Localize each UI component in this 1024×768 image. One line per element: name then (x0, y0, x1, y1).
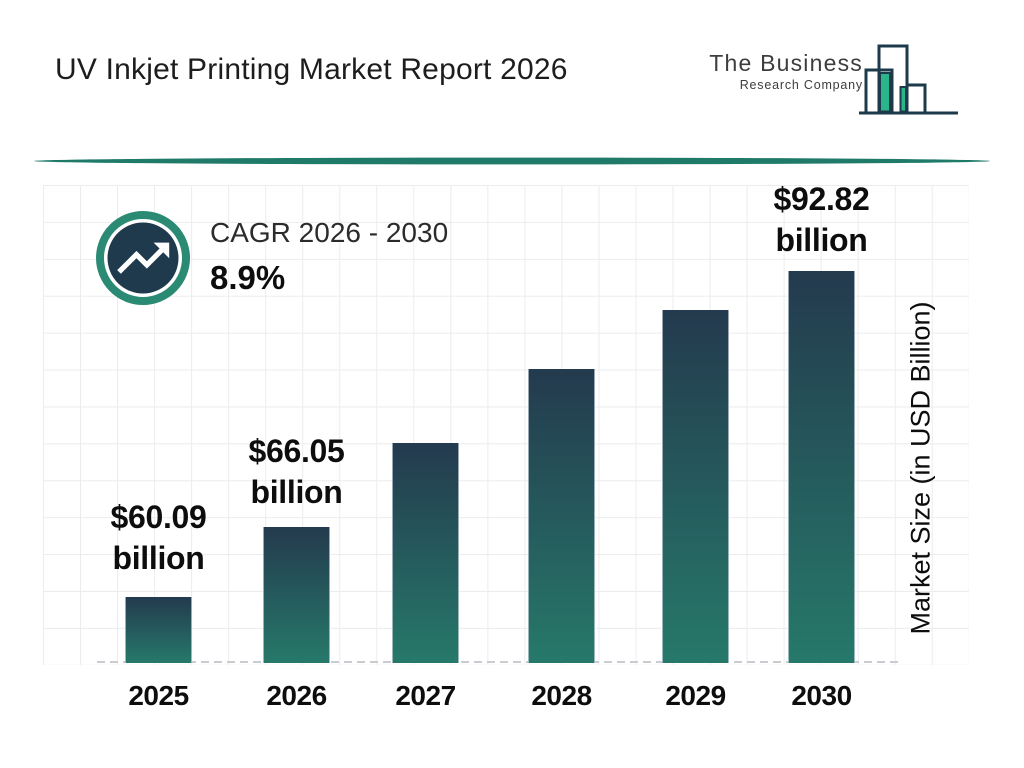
bar-2028 (528, 369, 595, 663)
bar-chart-logo-icon (859, 44, 958, 115)
logo-subtitle: Research Company (739, 78, 863, 92)
y-axis-title: Market Size (in USD Billion) (905, 301, 936, 635)
logo-name: The Business (709, 50, 863, 76)
company-logo-text: The Business Research Company (709, 50, 863, 92)
cagr-period-label: CAGR 2026 - 2030 (210, 217, 449, 248)
bar-value-label-2030: $92.82 billion (773, 181, 870, 258)
bar-2025 (125, 597, 192, 663)
bar-2029 (662, 310, 729, 663)
trending-up-icon (96, 211, 190, 305)
bar-value-label-2025: $60.09 billion (110, 499, 207, 576)
bar-2026 (263, 527, 330, 663)
x-axis-label-2029: 2029 (665, 680, 726, 711)
x-axis-label-2025: 2025 (128, 680, 189, 711)
x-axis-label-2028: 2028 (531, 680, 592, 711)
cagr-value: 8.9% (210, 259, 286, 296)
x-axis-label-2026: 2026 (266, 680, 327, 711)
x-axis-label-2027: 2027 (395, 680, 456, 711)
bar-2027 (392, 443, 459, 663)
bar-2030 (788, 271, 855, 663)
page-title: UV Inkjet Printing Market Report 2026 (55, 53, 568, 86)
x-axis-baseline (97, 661, 898, 663)
bar-value-label-2026: $66.05 billion (248, 433, 345, 510)
divider-line (34, 157, 990, 165)
x-axis-label-2030: 2030 (791, 680, 852, 711)
